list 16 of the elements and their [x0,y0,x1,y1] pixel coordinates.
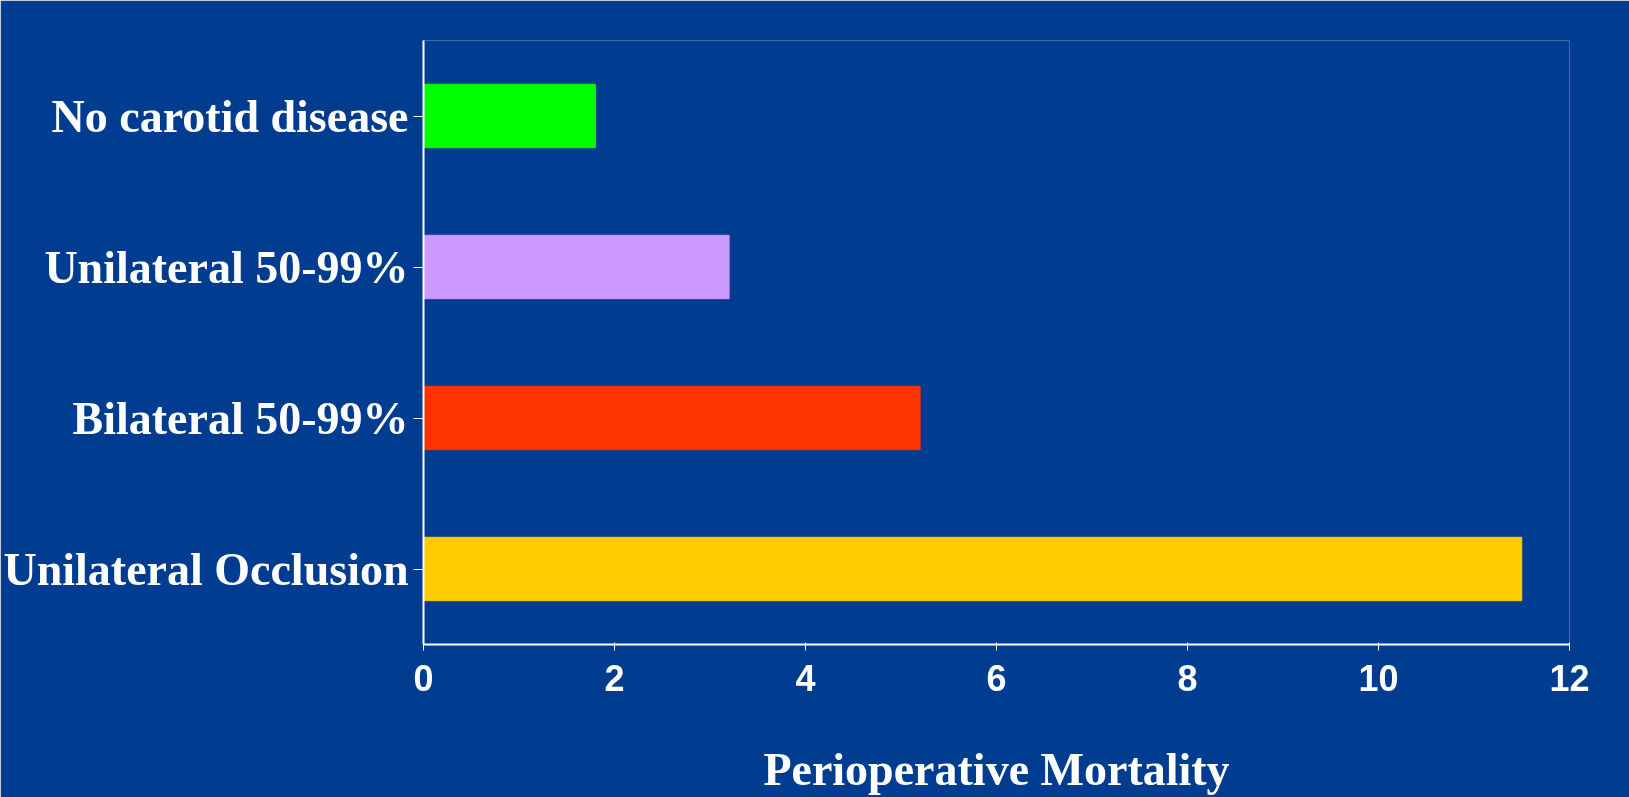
y-tick-label: No carotid disease [51,90,409,142]
bar [423,234,730,300]
x-tick-label: 2 [604,657,625,699]
bar [423,83,596,149]
x-tick-label: 8 [1177,657,1198,699]
x-tick-label: 6 [986,657,1007,699]
bar [423,536,1523,602]
x-axis-title: Perioperative Mortality [763,743,1230,795]
x-tick-label: 0 [413,657,434,699]
bar [423,385,921,451]
x-tick-label: 12 [1549,657,1590,699]
y-tick-label: Unilateral 50-99% [44,241,409,293]
y-tick-label: Bilateral 50-99% [72,392,409,444]
x-tick-label: 10 [1358,657,1399,699]
x-tick-label: 4 [795,657,816,699]
y-tick-label: Unilateral Occlusion [3,543,409,595]
